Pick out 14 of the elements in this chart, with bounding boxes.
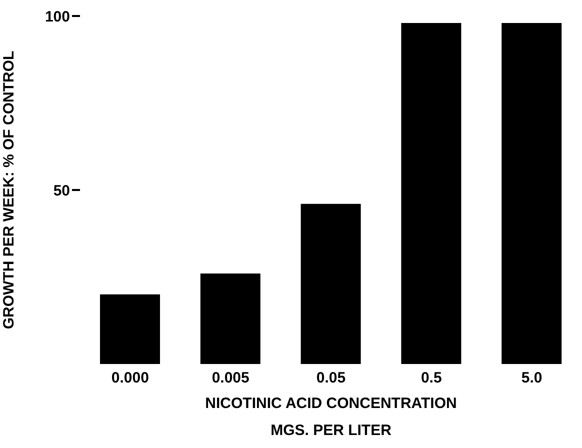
bar: [200, 274, 260, 364]
y-tick-label: 50: [53, 182, 70, 200]
x-tick-label: 0.005: [212, 370, 250, 387]
x-tick-label: 5.0: [521, 370, 542, 387]
bar: [401, 22, 462, 364]
x-tick-label: 0.000: [111, 370, 149, 387]
bar: [300, 204, 361, 364]
x-axis-title: NICOTINIC ACID CONCENTRATION MGS. PER LITER: [205, 395, 457, 439]
y-axis-title: GROWTH PER WEEK: % OF CONTROL: [0, 50, 18, 330]
y-tick-label: 100: [44, 8, 70, 26]
bar: [100, 294, 160, 364]
x-tick-label: 0.5: [420, 370, 442, 387]
bar: [502, 22, 562, 364]
x-tick-label: 0.05: [316, 370, 346, 387]
